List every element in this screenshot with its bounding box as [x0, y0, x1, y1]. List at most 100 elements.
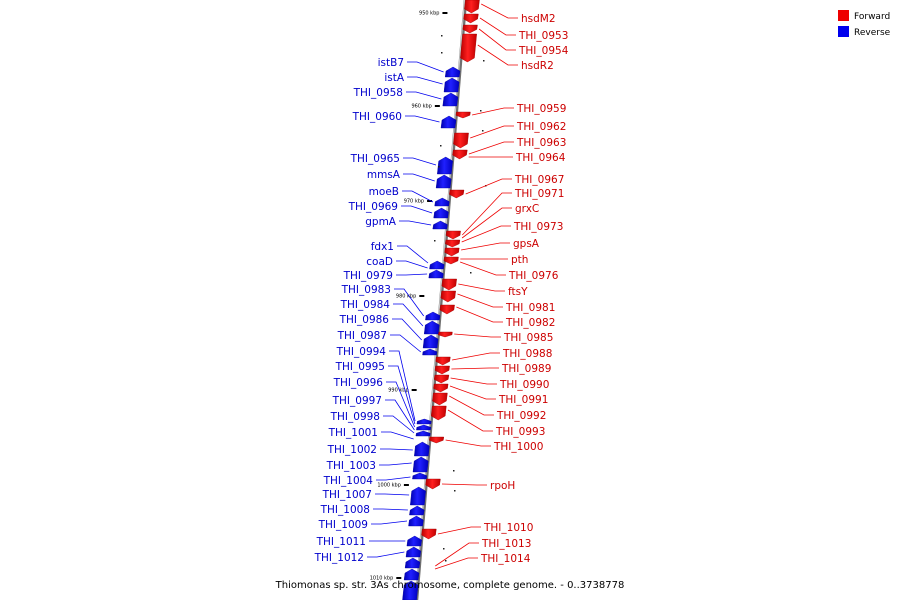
forward-gene-feature [437, 331, 453, 338]
reverse-gene-label: THI_1004 [323, 475, 374, 487]
reverse-gene-label: THI_0958 [353, 87, 403, 99]
gene-features [402, 0, 487, 600]
forward-gene-feature [463, 13, 479, 24]
reverse-gene-feature [402, 580, 419, 600]
reverse-gene-feature [429, 260, 445, 270]
forward-leader-line [461, 225, 511, 243]
forward-gene-label: THI_0954 [518, 45, 569, 57]
forward-leader-line [458, 283, 505, 292]
reverse-gene-feature [416, 424, 432, 431]
scale-tick-label: 1010 kbp [370, 576, 394, 582]
reverse-gene-feature [404, 557, 421, 569]
feature-marker [482, 130, 484, 132]
reverse-gene-label: THI_0983 [341, 284, 391, 296]
reverse-leader-line [394, 288, 425, 317]
reverse-leader-line [385, 399, 415, 431]
forward-leader-line [451, 367, 499, 370]
forward-gene-label: THI_0964 [515, 152, 566, 164]
reverse-leader-line [389, 350, 416, 422]
reverse-gene-feature [405, 546, 422, 558]
feature-marker [441, 52, 443, 54]
forward-gene-label: THI_0989 [501, 363, 551, 375]
reverse-gene-feature [434, 197, 450, 207]
reverse-leader-line [375, 493, 410, 496]
reverse-gene-label: THI_0969 [348, 201, 398, 213]
reverse-leader-line [396, 273, 428, 276]
forward-gene-feature [435, 356, 451, 366]
reverse-gene-feature [428, 269, 444, 279]
feature-marker [453, 470, 455, 472]
forward-gene-feature [452, 149, 468, 160]
reverse-gene-feature [408, 515, 424, 527]
feature-marker [445, 560, 447, 562]
reverse-gene-label: mmsA [367, 169, 401, 181]
feature-marker [443, 548, 445, 550]
reverse-gene-feature [423, 320, 440, 335]
forward-gene-label: THI_0953 [518, 30, 568, 42]
scale-tick-label: 980 kbp [396, 294, 416, 300]
forward-leader-line [461, 242, 510, 251]
reverse-leader-line [405, 115, 440, 123]
legend-label-forward: Forward [854, 12, 890, 22]
scale-tick-label: 970 kbp [404, 199, 424, 205]
reverse-leader-line [403, 157, 437, 166]
forward-leader-line [457, 293, 503, 308]
feature-marker [483, 60, 485, 62]
reverse-gene-feature [412, 472, 428, 480]
forward-gene-feature [453, 132, 469, 149]
feature-marker [438, 166, 440, 168]
forward-leader-line [478, 28, 516, 51]
legend: Forward Reverse [838, 10, 891, 38]
scale-tick-mark [442, 12, 448, 14]
forward-gene-feature [443, 256, 459, 265]
scale-tick-mark [419, 295, 425, 297]
reverse-gene-feature [443, 77, 460, 93]
reverse-leader-line [392, 318, 422, 341]
reverse-gene-label: THI_1009 [318, 519, 368, 531]
forward-leader-line [481, 3, 518, 19]
reverse-gene-label: THI_0998 [330, 411, 380, 423]
reverse-gene-label: fdx1 [371, 241, 394, 253]
reverse-leader-line [399, 220, 432, 226]
scale-tick-mark [427, 200, 433, 202]
map-title: Thiomonas sp. str. 3As chromosome, compl… [275, 580, 625, 591]
forward-gene-feature [425, 478, 441, 490]
forward-gene-feature [441, 278, 457, 291]
reverse-gene-feature [432, 220, 448, 230]
feature-marker [480, 110, 482, 112]
scale-tick-label: 990 kbp [388, 388, 408, 394]
reverse-gene-feature [410, 486, 426, 506]
reverse-gene-feature [415, 430, 431, 437]
forward-gene-feature [421, 528, 437, 540]
legend-label-reverse: Reverse [854, 28, 891, 38]
scale-tick-mark [434, 105, 440, 107]
forward-gene-label: THI_0991 [498, 394, 548, 406]
legend-swatch-reverse [838, 26, 849, 37]
reverse-gene-feature [422, 334, 439, 349]
reverse-gene-label: THI_1011 [316, 536, 366, 548]
reverse-leader-line [381, 431, 414, 440]
reverse-gene-feature [437, 156, 453, 175]
forward-gene-feature [440, 290, 456, 303]
reverse-leader-line [379, 462, 412, 466]
forward-gene-label: pth [511, 254, 528, 266]
forward-leader-line [462, 192, 512, 236]
reverse-gene-label: THI_0995 [335, 361, 385, 373]
forward-gene-label: THI_1000 [493, 441, 543, 453]
forward-gene-label: ftsY [508, 286, 528, 298]
reverse-leader-line [397, 245, 429, 264]
forward-leader-line [459, 261, 506, 276]
forward-gene-feature [430, 405, 447, 421]
forward-gene-label: THI_1013 [481, 538, 531, 550]
reverse-leader-line [373, 508, 408, 511]
scale-tick-mark [403, 484, 409, 486]
reverse-gene-label: gpmA [365, 216, 397, 228]
forward-gene-label: THI_0959 [516, 103, 566, 115]
feature-marker [441, 35, 443, 37]
reverse-leader-line [371, 520, 408, 525]
reverse-gene-label: THI_1002 [327, 444, 377, 456]
forward-gene-label: hsdR2 [521, 60, 554, 72]
forward-gene-label: THI_0976 [508, 270, 559, 282]
reverse-gene-label: THI_0994 [336, 346, 387, 358]
reverse-gene-label: coaD [366, 256, 393, 268]
